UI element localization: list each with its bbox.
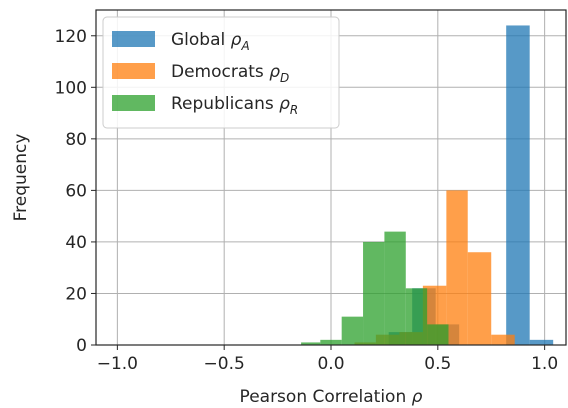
x-tick-label: −1.0: [97, 354, 138, 374]
histogram-bar: [506, 25, 530, 345]
legend: Global ρA Democrats ρD Republicans ρR: [102, 16, 340, 129]
y-tick-label: 20: [65, 284, 87, 304]
y-tick-label: 80: [65, 130, 87, 150]
legend-label: Republicans ρR: [171, 94, 298, 117]
x-tick-label: 0.0: [317, 354, 344, 374]
y-tick-label: 100: [55, 78, 87, 98]
y-tick-label: 60: [65, 181, 87, 201]
legend-swatch: [112, 95, 155, 111]
histogram-bar: [529, 339, 554, 345]
histogram-bar: [427, 324, 449, 345]
legend-box: [102, 16, 340, 129]
histogram-bar: [446, 190, 468, 345]
histogram-bar: [363, 241, 385, 345]
histogram-bar: [384, 231, 406, 345]
histogram-bars: [301, 25, 554, 345]
x-axis-label: Pearson Correlation ρ: [240, 387, 423, 407]
histogram-bar: [341, 316, 364, 345]
axis-ticks: −1.0 −0.5 0.0 0.5 1.0 0 20 40 60 80 100 120: [55, 27, 559, 374]
x-tick-label: 0.5: [424, 354, 451, 374]
x-tick-label: −0.5: [204, 354, 245, 374]
histogram-bar: [301, 342, 321, 345]
legend-label: Global ρA: [171, 30, 250, 53]
histogram-bar: [405, 288, 428, 345]
series-republicans: [301, 231, 449, 345]
y-tick-label: 120: [55, 27, 87, 47]
y-tick-label: 40: [65, 233, 87, 253]
histogram-bar: [467, 252, 492, 345]
legend-label: Democrats ρD: [171, 62, 289, 85]
histogram-bar: [491, 334, 515, 345]
histogram-bar: [320, 339, 342, 345]
y-axis-label: Frequency: [11, 134, 31, 222]
y-tick-label: 0: [76, 336, 87, 356]
legend-swatch: [112, 31, 155, 47]
legend-swatch: [112, 63, 155, 79]
x-tick-label: 1.0: [531, 354, 558, 374]
